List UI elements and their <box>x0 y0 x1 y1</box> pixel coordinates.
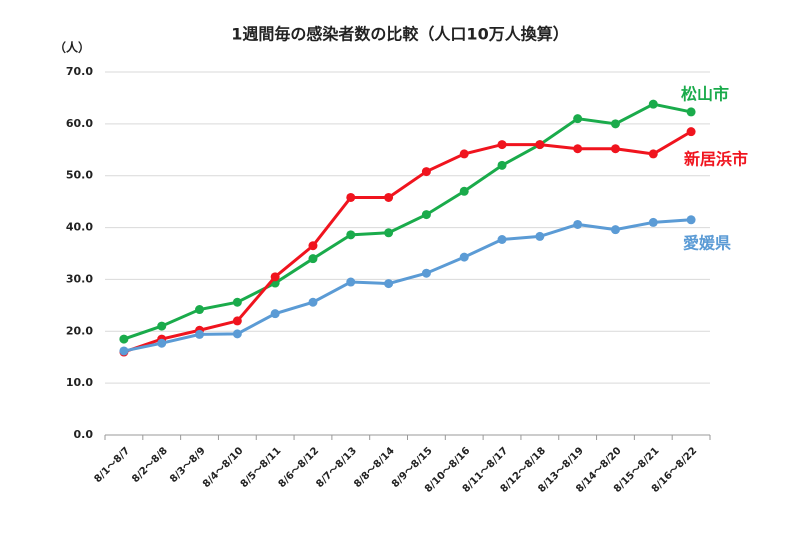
data-point <box>497 140 507 150</box>
y-tick-label: 70.0 <box>66 65 93 78</box>
chart-title: 1週間毎の感染者数の比較（人口10万人換算） <box>231 25 568 44</box>
y-tick-label: 10.0 <box>66 376 93 389</box>
data-point <box>270 272 280 282</box>
y-tick-label: 0.0 <box>74 428 94 441</box>
data-point <box>308 297 318 307</box>
y-axis-unit: （人） <box>54 40 90 55</box>
data-point <box>232 316 242 326</box>
data-point <box>686 107 696 117</box>
data-point <box>119 346 129 356</box>
data-point <box>421 268 431 278</box>
data-point <box>610 119 620 129</box>
data-point <box>384 279 394 289</box>
data-point <box>459 252 469 262</box>
series-label: 愛媛県 <box>683 234 731 253</box>
y-tick-label: 40.0 <box>66 221 93 234</box>
data-point <box>648 99 658 109</box>
series-line <box>123 102 692 341</box>
data-point <box>573 114 583 124</box>
data-point <box>384 228 394 238</box>
data-point <box>610 225 620 235</box>
data-point <box>459 149 469 159</box>
data-point <box>421 167 431 177</box>
data-point <box>157 338 167 348</box>
series-label: 新居浜市 <box>684 150 748 169</box>
x-tick-label: 8/2～8/8 <box>130 445 170 485</box>
y-tick-label: 20.0 <box>66 324 93 337</box>
data-point <box>346 192 356 202</box>
data-point <box>270 309 280 319</box>
data-point <box>346 230 356 240</box>
data-point <box>157 321 167 331</box>
series-line <box>123 218 692 353</box>
y-tick-label: 60.0 <box>66 117 93 130</box>
series-line <box>123 130 692 354</box>
data-point <box>610 144 620 154</box>
data-point <box>648 149 658 159</box>
data-point <box>421 210 431 220</box>
data-point <box>232 297 242 307</box>
data-point <box>459 186 469 196</box>
data-point <box>573 144 583 154</box>
series-label: 松山市 <box>681 85 729 104</box>
data-point <box>535 231 545 241</box>
data-point <box>232 329 242 339</box>
data-point <box>648 217 658 227</box>
y-tick-label: 50.0 <box>66 169 93 182</box>
data-point <box>195 329 205 339</box>
data-point <box>573 219 583 229</box>
data-point <box>119 334 129 344</box>
data-point <box>535 140 545 150</box>
data-point <box>384 192 394 202</box>
x-tick-label: 8/3～8/9 <box>168 445 208 485</box>
data-point <box>686 215 696 225</box>
x-tick-label: 8/1～8/7 <box>92 445 132 485</box>
data-point <box>308 241 318 251</box>
data-point <box>195 305 205 315</box>
y-tick-label: 30.0 <box>66 272 93 285</box>
data-point <box>686 127 696 137</box>
data-point <box>497 160 507 170</box>
data-point <box>346 277 356 287</box>
data-point <box>497 234 507 244</box>
data-point <box>308 254 318 264</box>
